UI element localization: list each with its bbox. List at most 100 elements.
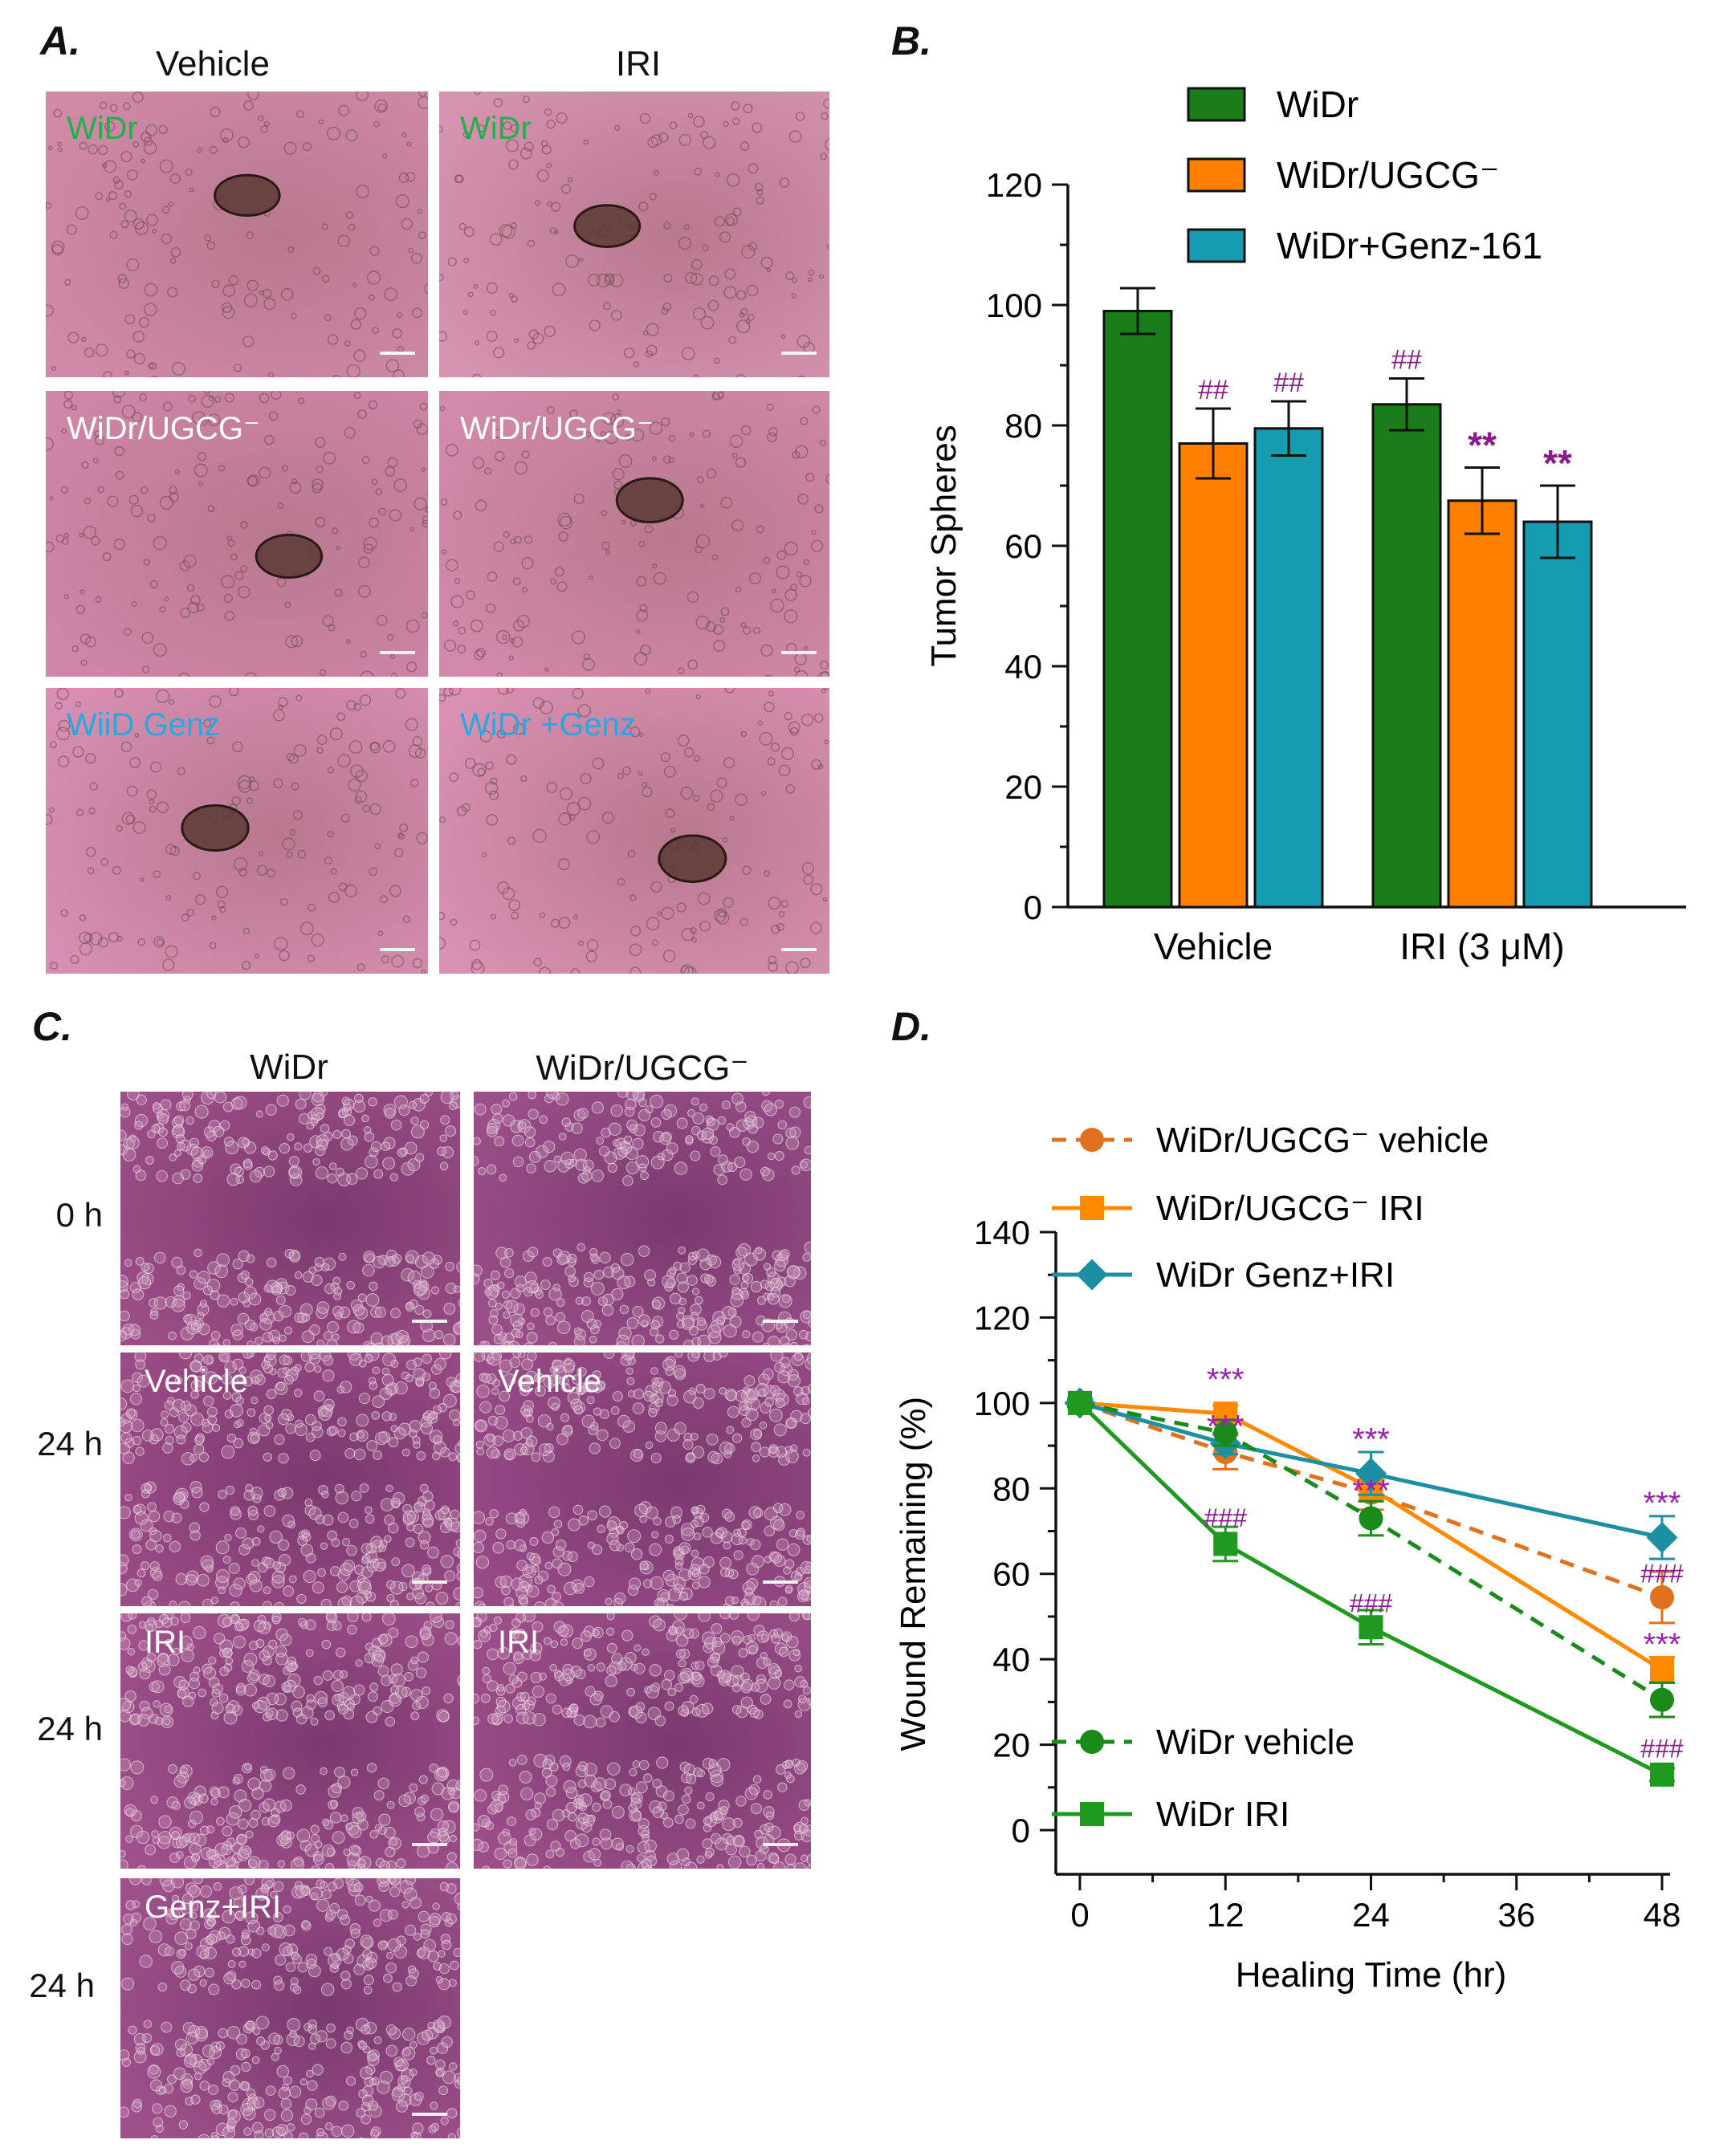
cell-particle — [171, 1800, 181, 1810]
cell-particle — [319, 669, 327, 677]
cell-particle — [286, 752, 295, 762]
cell-particle — [630, 1548, 643, 1560]
data-point — [1080, 1196, 1104, 1220]
cell-particle — [550, 201, 561, 213]
cell-particle — [633, 1644, 642, 1652]
cell-particle — [807, 277, 813, 283]
cell-particle — [354, 795, 362, 804]
tumor-sphere — [181, 803, 250, 852]
cell-particle — [740, 425, 752, 436]
cell-particle — [366, 2051, 377, 2062]
cell-particle — [704, 1274, 715, 1284]
cell-particle — [426, 2056, 436, 2065]
cell-particle — [121, 1933, 133, 1946]
cell-particle — [372, 327, 379, 334]
cell-particle — [710, 789, 723, 803]
cell-particle — [421, 612, 428, 619]
cell-particle — [585, 950, 597, 962]
cell-particle — [273, 1881, 284, 1893]
cell-particle — [609, 1438, 621, 1450]
cell-particle — [556, 112, 568, 124]
cell-particle — [215, 2122, 230, 2137]
cell-particle — [766, 267, 772, 273]
cell-particle — [176, 1265, 186, 1275]
cell-particle — [609, 1711, 621, 1723]
cell-particle — [378, 507, 387, 516]
cell-particle — [767, 432, 777, 443]
cell-particle — [120, 1849, 126, 1858]
cell-particle — [166, 2074, 177, 2085]
cell-particle — [362, 1263, 375, 1277]
cell-particle — [323, 1331, 333, 1340]
cell-particle — [470, 619, 483, 633]
cell-particle — [695, 694, 701, 700]
cell-particle — [261, 1360, 271, 1370]
cell-particle — [298, 1113, 310, 1125]
cell-particle — [287, 246, 295, 254]
cell-particle — [415, 1377, 425, 1386]
cell-particle — [629, 519, 637, 527]
cell-particle — [422, 1686, 431, 1695]
cell-particle — [490, 777, 498, 785]
bar — [1522, 520, 1593, 909]
cell-particle — [405, 1924, 417, 1936]
cell-particle — [625, 1098, 637, 1111]
cell-particle — [440, 1555, 454, 1568]
cell-particle — [220, 1353, 229, 1362]
cell-particle — [271, 1615, 281, 1625]
cell-particle — [674, 1814, 684, 1824]
cell-particle — [583, 1715, 597, 1729]
cell-particle — [625, 1367, 633, 1375]
cell-particle — [748, 1123, 759, 1134]
cell-particle — [604, 275, 615, 286]
cell-particle — [716, 1316, 726, 1325]
cell-particle — [654, 1334, 665, 1344]
cell-particle — [255, 1887, 269, 1901]
cell-particle — [356, 1591, 369, 1605]
cell-particle — [94, 435, 105, 445]
cell-particle — [124, 1259, 132, 1267]
cell-particle — [149, 761, 162, 773]
cell-particle — [141, 158, 146, 164]
cell-particle — [793, 1862, 807, 1869]
cell-particle — [493, 541, 505, 552]
cell-particle — [355, 2017, 369, 2032]
x-tick-label: 48 — [1644, 1896, 1681, 1934]
cell-particle — [222, 1391, 232, 1400]
cell-particle — [436, 2042, 449, 2054]
cell-particle — [560, 1638, 568, 1646]
cell-particle — [438, 1963, 450, 1975]
cell-particle — [366, 271, 381, 285]
cell-particle — [159, 1878, 173, 1887]
cell-particle — [691, 1549, 699, 1558]
cell-particle — [486, 282, 499, 295]
cell-particle — [660, 1811, 669, 1820]
cell-particle — [663, 1670, 675, 1682]
cell-particle — [152, 1570, 163, 1581]
cell-particle — [174, 1376, 183, 1385]
cell-particle — [487, 1299, 497, 1308]
cell-particle — [140, 486, 149, 494]
cell-particle — [290, 312, 297, 319]
cell-particle — [299, 1092, 312, 1100]
cell-particle — [112, 176, 120, 184]
cell-particle — [345, 129, 358, 142]
cell-particle — [413, 497, 427, 511]
cell-particle — [226, 1971, 237, 1982]
cell-particle — [774, 1361, 785, 1373]
cell-particle — [551, 1591, 562, 1602]
cell-particle — [373, 1255, 386, 1269]
cell-particle — [206, 1356, 214, 1365]
cell-particle — [191, 1487, 203, 1499]
cell-particle — [120, 220, 129, 229]
cell-particle — [516, 1560, 528, 1572]
cell-particle — [141, 2032, 153, 2044]
cell-particle — [263, 1674, 276, 1688]
cell-particle — [388, 1909, 398, 1920]
cell-particle — [438, 2015, 452, 2029]
cell-particle — [162, 958, 175, 971]
cell-particle — [135, 2042, 146, 2053]
cell-particle — [206, 1406, 218, 1418]
y-tick-label: 40 — [992, 1641, 1030, 1678]
cell-particle — [663, 274, 673, 283]
